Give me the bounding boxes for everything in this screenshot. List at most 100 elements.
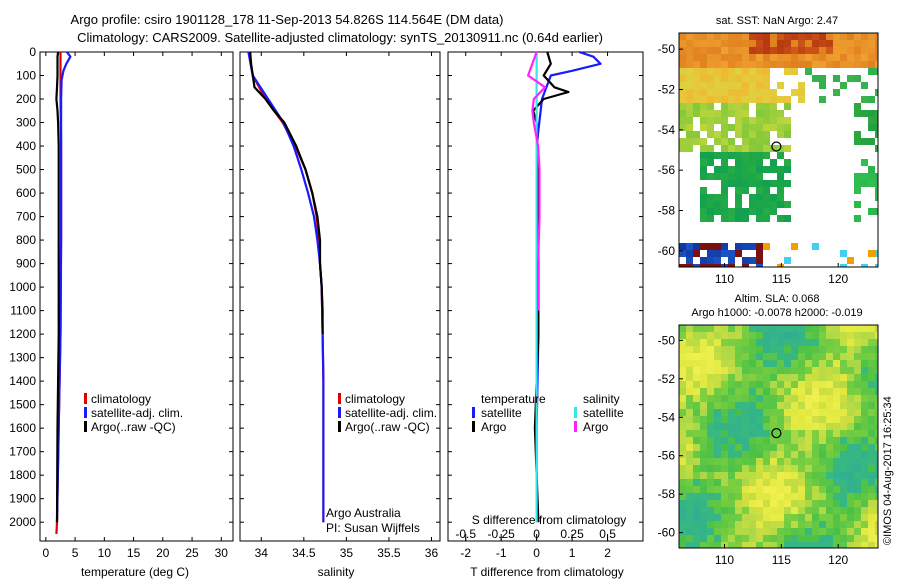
map-cell <box>770 339 777 346</box>
map-cell <box>847 500 854 507</box>
map-cell <box>728 360 735 367</box>
map-cell <box>749 325 756 332</box>
map-cell <box>784 381 791 388</box>
map-cell <box>791 325 798 332</box>
map-cell <box>861 367 868 374</box>
map-cell <box>770 374 777 381</box>
map-cell <box>791 437 798 444</box>
map-cell <box>861 173 868 180</box>
map-cell <box>777 201 784 208</box>
map-cell <box>707 542 714 548</box>
map-cell <box>721 374 728 381</box>
map-cell <box>826 332 833 339</box>
map-cell <box>763 82 770 89</box>
map-cell <box>770 40 777 47</box>
map-cell <box>756 89 763 96</box>
map-cell <box>735 173 742 180</box>
salinity-panel: 34 34.5 35 35.5 36 <box>239 51 441 560</box>
map-cell <box>763 395 770 402</box>
map-cell <box>714 458 721 465</box>
map-cell <box>763 353 770 360</box>
map-cell <box>819 423 826 430</box>
map-cell <box>868 110 875 117</box>
map-cell <box>805 54 812 61</box>
map-cell <box>700 374 707 381</box>
map-cell <box>693 507 700 514</box>
map-cell <box>707 472 714 479</box>
map-cell <box>777 325 784 332</box>
map-cell <box>784 402 791 409</box>
map-cell <box>784 131 791 138</box>
map-cell <box>798 430 805 437</box>
map-cell <box>693 430 700 437</box>
map-cell <box>679 374 686 381</box>
map-cell <box>728 458 735 465</box>
map-cell <box>833 423 840 430</box>
map-cell <box>742 215 749 222</box>
map-cell <box>749 89 756 96</box>
map-cell <box>798 507 805 514</box>
map-cell <box>854 110 861 117</box>
legend-swatch-satellite <box>84 407 87 418</box>
map-cell <box>819 451 826 458</box>
map-cell <box>840 40 847 47</box>
map-cell <box>707 402 714 409</box>
map-cell <box>749 208 756 215</box>
map-cell <box>763 451 770 458</box>
map-cell <box>791 486 798 493</box>
map-cell <box>840 47 847 54</box>
map-cell <box>784 360 791 367</box>
map-cell <box>819 360 826 367</box>
map-cell <box>749 521 756 528</box>
map-cell <box>833 437 840 444</box>
map-cell <box>868 451 875 458</box>
map-cell <box>735 486 742 493</box>
map-cell <box>777 82 784 89</box>
legend-swatch-s-argo <box>574 421 577 432</box>
map-cell <box>763 542 770 548</box>
map-cell <box>763 416 770 423</box>
map-cell <box>686 367 693 374</box>
map-cell <box>693 68 700 75</box>
map-cell <box>707 528 714 535</box>
map-cell <box>861 465 868 472</box>
map-cell <box>798 96 805 103</box>
map-cell <box>700 465 707 472</box>
map-cell <box>861 479 868 486</box>
map-cell <box>700 521 707 528</box>
map-cell <box>840 367 847 374</box>
map-cell <box>735 166 742 173</box>
map-cell <box>686 360 693 367</box>
map-cell <box>868 535 875 542</box>
map-cell <box>707 201 714 208</box>
map-cell <box>686 257 693 264</box>
map-cell <box>826 381 833 388</box>
map-cell <box>679 493 686 500</box>
y-tick-label: 300 <box>16 116 36 130</box>
legend-swatch-t-argo <box>472 421 475 432</box>
map-cell <box>770 395 777 402</box>
x-tick-label: 120 <box>828 553 848 567</box>
map-cell <box>833 486 840 493</box>
map-cell <box>735 124 742 131</box>
map-cell <box>721 166 728 173</box>
map-cell <box>840 395 847 402</box>
legend-label-satellite: satellite-adj. clim. <box>345 406 437 420</box>
map-cell <box>840 479 847 486</box>
sst_map-cells <box>679 33 878 267</box>
map-cell <box>742 360 749 367</box>
map-cell <box>854 367 861 374</box>
map-cell <box>686 381 693 388</box>
legend-swatch-s-satellite <box>574 407 577 418</box>
y-tick-label: 1200 <box>9 327 36 341</box>
map-cell <box>805 514 812 521</box>
map-cell <box>854 395 861 402</box>
sla_map-cells <box>679 325 878 548</box>
map-cell <box>714 117 721 124</box>
map-cell <box>840 82 847 89</box>
map-cell <box>742 528 749 535</box>
map-cell <box>756 187 763 194</box>
map-cell <box>833 360 840 367</box>
map-cell <box>686 430 693 437</box>
map-cell <box>756 353 763 360</box>
